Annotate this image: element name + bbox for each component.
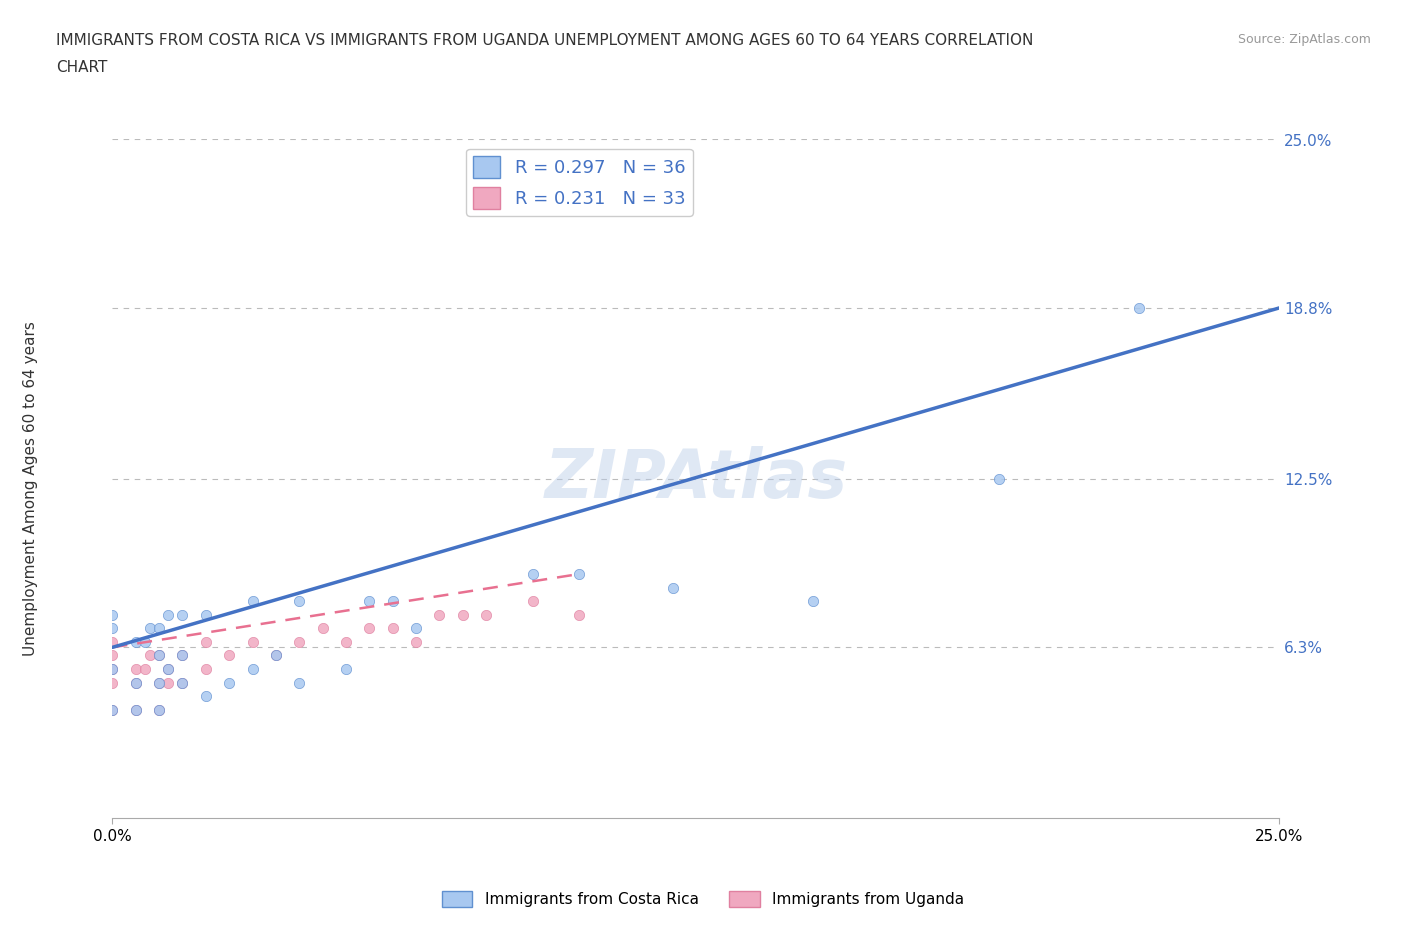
Point bbox=[405, 634, 427, 649]
Text: IMMIGRANTS FROM COSTA RICA VS IMMIGRANTS FROM UGANDA UNEMPLOYMENT AMONG AGES 60 : IMMIGRANTS FROM COSTA RICA VS IMMIGRANTS… bbox=[56, 33, 1033, 47]
Point bbox=[157, 607, 180, 622]
Point bbox=[381, 621, 404, 636]
Point bbox=[194, 661, 217, 676]
Point bbox=[288, 634, 311, 649]
Point bbox=[359, 621, 381, 636]
Point bbox=[125, 675, 148, 690]
Point bbox=[101, 702, 124, 717]
Point bbox=[172, 648, 194, 663]
Point bbox=[311, 621, 333, 636]
Point bbox=[134, 634, 156, 649]
Point bbox=[335, 661, 357, 676]
Point bbox=[194, 689, 217, 704]
Point bbox=[335, 634, 357, 649]
Point bbox=[264, 648, 287, 663]
Point bbox=[988, 472, 1011, 486]
Point bbox=[264, 648, 287, 663]
Point bbox=[242, 593, 264, 608]
Point bbox=[194, 634, 217, 649]
Point bbox=[288, 675, 311, 690]
Point bbox=[139, 621, 162, 636]
Point bbox=[101, 607, 124, 622]
Point bbox=[157, 661, 180, 676]
Point bbox=[157, 675, 180, 690]
Point bbox=[101, 661, 124, 676]
Point bbox=[522, 566, 544, 581]
Point bbox=[522, 593, 544, 608]
Point bbox=[125, 702, 148, 717]
Point bbox=[1128, 300, 1150, 315]
Point bbox=[172, 607, 194, 622]
Point bbox=[427, 607, 450, 622]
Point bbox=[568, 566, 591, 581]
Point bbox=[194, 607, 217, 622]
Point bbox=[218, 675, 240, 690]
Point bbox=[157, 661, 180, 676]
Point bbox=[125, 702, 148, 717]
Point bbox=[148, 675, 170, 690]
Point bbox=[139, 648, 162, 663]
Point bbox=[125, 634, 148, 649]
Point bbox=[218, 648, 240, 663]
Text: Source: ZipAtlas.com: Source: ZipAtlas.com bbox=[1237, 33, 1371, 46]
Point bbox=[101, 675, 124, 690]
Point bbox=[148, 702, 170, 717]
Point bbox=[172, 648, 194, 663]
Point bbox=[125, 675, 148, 690]
Legend: R = 0.297   N = 36, R = 0.231   N = 33: R = 0.297 N = 36, R = 0.231 N = 33 bbox=[465, 149, 693, 216]
Point bbox=[125, 661, 148, 676]
Point bbox=[661, 580, 683, 595]
Point bbox=[148, 702, 170, 717]
Point bbox=[172, 675, 194, 690]
Point bbox=[801, 593, 824, 608]
Text: CHART: CHART bbox=[56, 60, 108, 75]
Point bbox=[148, 621, 170, 636]
Point bbox=[568, 607, 591, 622]
Point bbox=[242, 661, 264, 676]
Point bbox=[148, 648, 170, 663]
Point bbox=[242, 634, 264, 649]
Point bbox=[288, 593, 311, 608]
Point bbox=[148, 648, 170, 663]
Point bbox=[101, 702, 124, 717]
Point bbox=[148, 675, 170, 690]
Text: Unemployment Among Ages 60 to 64 years: Unemployment Among Ages 60 to 64 years bbox=[24, 321, 38, 656]
Point bbox=[405, 621, 427, 636]
Point bbox=[381, 593, 404, 608]
Point bbox=[475, 607, 498, 622]
Point bbox=[134, 661, 156, 676]
Point bbox=[172, 675, 194, 690]
Legend: Immigrants from Costa Rica, Immigrants from Uganda: Immigrants from Costa Rica, Immigrants f… bbox=[436, 884, 970, 913]
Point bbox=[451, 607, 474, 622]
Point bbox=[101, 634, 124, 649]
Point bbox=[101, 661, 124, 676]
Point bbox=[101, 621, 124, 636]
Point bbox=[101, 648, 124, 663]
Point bbox=[359, 593, 381, 608]
Text: ZIPAtlas: ZIPAtlas bbox=[544, 446, 848, 512]
